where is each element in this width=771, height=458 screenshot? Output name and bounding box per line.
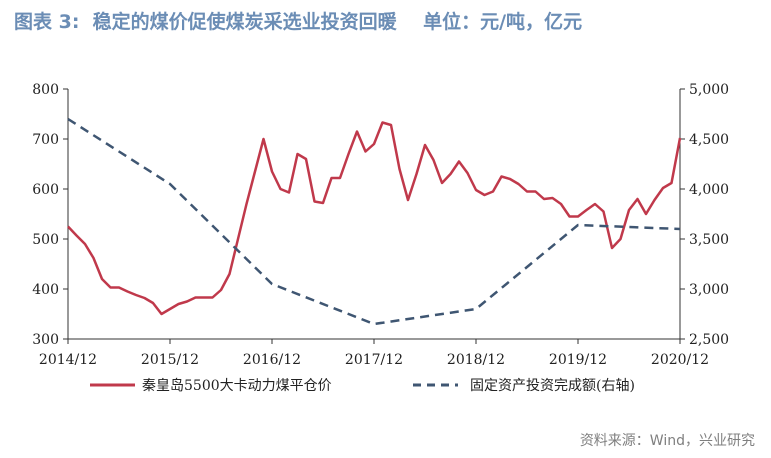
left-tick-label: 600 [32, 182, 59, 198]
legend-label-price: 秦皇岛5500大卡动力煤平仓价 [142, 378, 332, 394]
legend: 秦皇岛5500大卡动力煤平仓价 固定资产投资完成额(右轴) [90, 378, 635, 394]
plot-frame [67, 89, 681, 340]
x-tick-label: 2014/12 [39, 352, 97, 368]
left-tick-label: 300 [32, 332, 59, 348]
source-note: 资料来源：Wind，兴业研究 [579, 433, 755, 449]
x-tick-label: 2018/12 [447, 352, 505, 368]
series-line-investment [67, 117, 681, 326]
chart-title: 图表 3: 稳定的煤价促使煤炭采选业投资回暖 单位：元/吨，亿元 [14, 11, 583, 33]
legend-label-investment: 固定资产投资完成额(右轴) [470, 378, 635, 394]
x-tick-label: 2019/12 [549, 352, 607, 368]
right-tick-label: 5,000 [689, 82, 729, 98]
left-tick-label: 800 [32, 82, 59, 98]
x-axis-ticks: 2014/12 2015/12 2016/12 2017/12 2018/12 2019/… [39, 339, 709, 368]
left-tick-label: 700 [32, 132, 59, 148]
series-lines [67, 117, 682, 326]
right-axis-ticks: 5,000 4,500 4,000 3,500 3,000 2,500 [680, 82, 729, 348]
right-tick-label: 4,000 [689, 182, 729, 198]
left-axis-ticks: 800 700 600 500 400 300 [32, 82, 68, 348]
right-tick-label: 3,000 [689, 282, 729, 298]
right-tick-label: 3,500 [689, 232, 729, 248]
series-line-coal-price [67, 121, 682, 316]
x-tick-label: 2015/12 [141, 352, 199, 368]
x-tick-label: 2020/12 [651, 352, 709, 368]
left-tick-label: 500 [32, 232, 59, 248]
x-tick-label: 2016/12 [243, 352, 301, 368]
right-tick-label: 4,500 [689, 132, 729, 148]
right-tick-label: 2,500 [689, 332, 729, 348]
left-tick-label: 400 [32, 282, 59, 298]
x-tick-label: 2017/12 [345, 352, 403, 368]
